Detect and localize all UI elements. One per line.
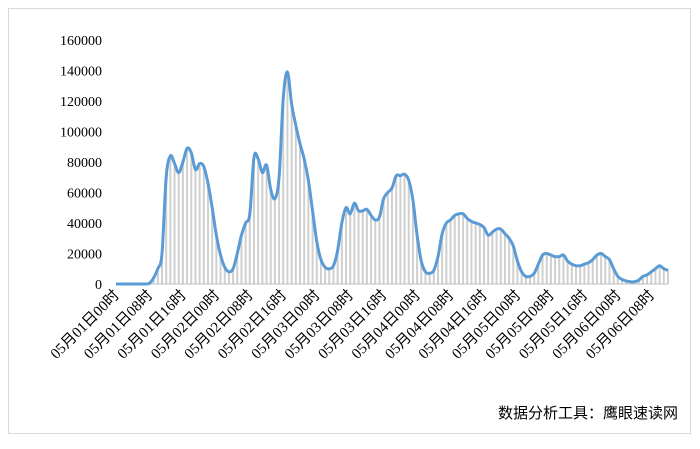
source-note: 数据分析工具：鹰眼速读网 [498,405,678,422]
y-tick-label: 100000 [60,126,102,141]
y-tick-label: 120000 [60,95,102,110]
y-tick-label: 60000 [67,187,102,202]
y-tick-label: 20000 [67,248,102,263]
series-line [116,70,669,286]
y-tick-label: 140000 [60,65,102,80]
y-tick-label: 40000 [67,217,102,232]
y-tick-label: 160000 [60,34,102,49]
y-tick-label: 80000 [67,156,102,171]
y-tick-label: 0 [95,278,102,293]
